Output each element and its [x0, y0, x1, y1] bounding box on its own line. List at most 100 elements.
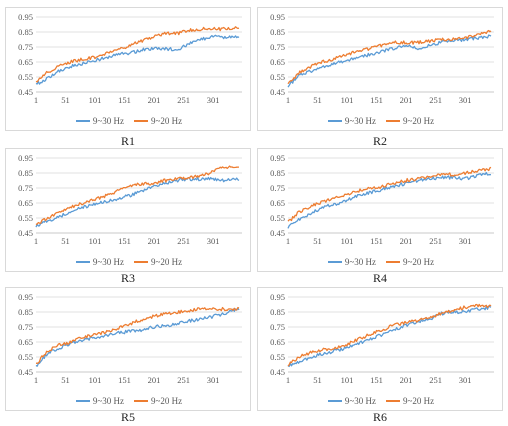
y-tick-label: 0.85 [270, 307, 285, 317]
y-tick-label: 0.45 [18, 228, 33, 238]
legend-swatch-series2 [386, 400, 400, 402]
x-tick-label: 301 [207, 95, 220, 105]
y-tick-label: 0.95 [270, 12, 285, 22]
y-tick-label: 0.75 [18, 322, 33, 332]
y-tick-label: 0.95 [18, 12, 33, 22]
legend-item-series1: 9~30 Hz [75, 396, 124, 406]
chart-caption-r1: R1 [120, 134, 135, 148]
y-tick-label: 0.55 [18, 72, 33, 82]
y-tick-label: 0.65 [270, 198, 285, 208]
legend-swatch-series2 [134, 120, 148, 122]
chart-caption-r5: R5 [120, 410, 135, 424]
y-tick-label: 0.55 [18, 352, 33, 362]
x-tick-label: 151 [118, 236, 131, 246]
x-tick-label: 201 [400, 236, 413, 246]
legend-label-series1: 9~30 Hz [92, 396, 124, 406]
y-tick-label: 0.95 [270, 153, 285, 163]
y-tick-label: 0.45 [270, 367, 285, 377]
x-tick-label: 51 [313, 95, 322, 105]
chart-svg-r5: 0.450.550.650.750.850.951 51 101 151 201 251 3… [18, 292, 242, 385]
x-tick-label: 101 [89, 95, 102, 105]
legend-swatch-series1 [75, 120, 90, 122]
x-tick-label: 251 [429, 236, 442, 246]
chart-panel-r5: 0.45 0.55 0.65 0.75 0.85 0.95 1 51 101 151 201 251 3… [5, 287, 251, 411]
x-tick-label: 51 [313, 236, 322, 246]
legend-label-series2: 9~20 Hz [151, 116, 183, 126]
legend-item-series2: 9~20 Hz [134, 396, 182, 406]
y-tick-label: 0.95 [270, 292, 285, 302]
legend-label-series2: 9~20 Hz [403, 116, 435, 126]
y-tick-label: 0.75 [270, 42, 285, 52]
series-line-1 [35, 307, 240, 367]
x-tick-label: 251 [429, 375, 442, 385]
y-tick-label: 0.65 [270, 337, 285, 347]
x-tick-label: 1 [34, 95, 38, 105]
chart-caption-r6: R6 [372, 410, 387, 424]
x-tick-label: 151 [118, 95, 131, 105]
x-tick-label: 201 [400, 375, 413, 385]
legend-r4: 9~30 Hz 9~20 Hz [258, 255, 504, 269]
series-line-1 [287, 171, 492, 229]
chart-svg-r2: 0.450.550.650.750.850.951 51 101 151 201 251 3… [270, 12, 494, 105]
x-tick-label: 1 [34, 236, 38, 246]
legend-r6: 9~30 Hz 9~20 Hz [258, 394, 504, 408]
y-tick-label: 0.45 [270, 87, 285, 97]
x-tick-label: 301 [459, 375, 472, 385]
legend-item-series1: 9~30 Hz [327, 116, 376, 126]
y-tick-label: 0.85 [18, 168, 33, 178]
chart-svg-r1: 0.450.550.650.750.850.951 51 101 151 201 251 3… [18, 12, 242, 105]
x-tick-label: 151 [370, 375, 383, 385]
y-tick-label: 0.75 [270, 183, 285, 193]
legend-r1: 9~30 Hz 9~20 Hz [6, 114, 252, 128]
y-tick-label: 0.75 [18, 183, 33, 193]
x-tick-label: 201 [148, 236, 161, 246]
chart-caption-r4: R4 [372, 271, 387, 285]
legend-swatch-series1 [327, 261, 342, 263]
series-line-2 [35, 26, 240, 83]
legend-label-series1: 9~30 Hz [92, 116, 124, 126]
legend-r2: 9~30 Hz 9~20 Hz [258, 114, 504, 128]
x-tick-label: 301 [459, 236, 472, 246]
series-line-2 [287, 29, 492, 85]
legend-label-series2: 9~20 Hz [403, 257, 435, 267]
series-line-2 [287, 303, 492, 367]
series-line-2 [35, 165, 239, 226]
y-tick-label: 0.75 [270, 322, 285, 332]
legend-swatch-series1 [327, 400, 342, 402]
y-tick-label: 0.55 [18, 213, 33, 223]
legend-swatch-series2 [134, 261, 148, 263]
x-tick-label: 251 [177, 375, 190, 385]
legend-swatch-series1 [327, 120, 342, 122]
x-tick-label: 101 [89, 375, 102, 385]
y-tick-label: 0.65 [18, 337, 33, 347]
x-tick-label: 201 [148, 375, 161, 385]
chart-caption-r3: R3 [120, 271, 135, 285]
y-tick-label: 0.45 [270, 228, 285, 238]
y-tick-label: 0.85 [18, 307, 33, 317]
legend-label-series1: 9~30 Hz [344, 116, 376, 126]
y-tick-label: 0.85 [270, 27, 285, 37]
legend-label-series2: 9~20 Hz [151, 257, 183, 267]
x-tick-label: 151 [118, 375, 131, 385]
y-tick-label: 0.55 [270, 72, 285, 82]
chart-panel-r2: 0.45 0.55 0.65 0.75 0.85 0.95 1 51 101 151 201 251 3… [257, 7, 503, 131]
legend-item-series1: 9~30 Hz [327, 396, 376, 406]
legend-swatch-series1 [75, 261, 90, 263]
chart-caption-r2: R2 [372, 134, 387, 148]
y-tick-label: 0.75 [18, 42, 33, 52]
legend-swatch-series1 [75, 400, 90, 402]
x-tick-label: 201 [400, 95, 413, 105]
x-tick-label: 201 [148, 95, 161, 105]
chart-panel-r6: 0.45 0.55 0.65 0.75 0.85 0.95 1 51 101 151 201 251 3… [257, 287, 503, 411]
x-tick-label: 1 [286, 236, 290, 246]
y-tick-label: 0.55 [270, 213, 285, 223]
x-tick-label: 301 [207, 375, 220, 385]
x-tick-label: 151 [370, 236, 383, 246]
legend-item-series2: 9~20 Hz [134, 257, 182, 267]
legend-item-series2: 9~20 Hz [386, 396, 434, 406]
x-tick-label: 1 [286, 95, 290, 105]
legend-r5: 9~30 Hz 9~20 Hz [6, 394, 252, 408]
legend-swatch-series2 [386, 261, 400, 263]
x-tick-label: 1 [34, 375, 38, 385]
legend-label-series1: 9~30 Hz [344, 257, 376, 267]
